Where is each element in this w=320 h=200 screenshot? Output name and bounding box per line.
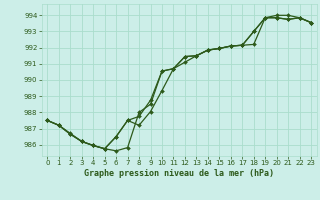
X-axis label: Graphe pression niveau de la mer (hPa): Graphe pression niveau de la mer (hPa) (84, 169, 274, 178)
